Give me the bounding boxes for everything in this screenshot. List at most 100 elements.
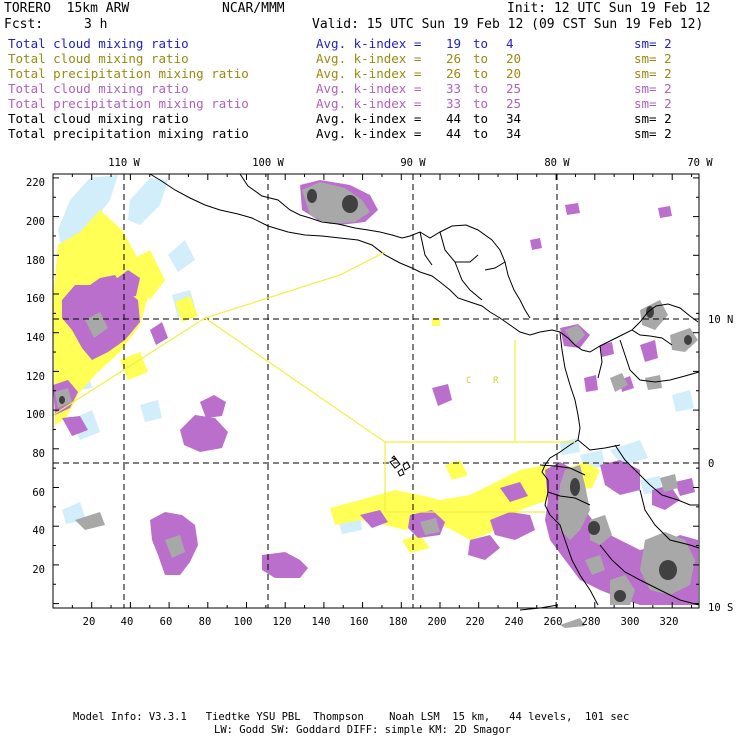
init-time: Init: 12 UTC Sun 19 Feb 12 xyxy=(507,1,711,16)
model-info-line2: LW: Godd SW: Goddard DIFF: simple KM: 2D… xyxy=(214,724,512,736)
legend-to: 25 xyxy=(506,81,522,96)
legend-index-label: Avg. k-index = xyxy=(316,81,422,96)
x-tick-label: 280 xyxy=(582,616,601,628)
legend-to-word: to xyxy=(473,81,489,96)
model-info-line1: Model Info: V3.3.1 Tiedtke YSU PBL Thomp… xyxy=(73,711,630,723)
legend-field: Total precipitation mixing ratio xyxy=(8,96,249,111)
legend-field: Total precipitation mixing ratio xyxy=(8,126,249,141)
legend-to: 25 xyxy=(506,96,522,111)
legend-to: 34 xyxy=(506,111,522,126)
y-tick-label: 60 xyxy=(32,487,45,499)
x-tick-label: 20 xyxy=(83,616,96,628)
y-tick-label: 160 xyxy=(26,293,45,305)
x-tick-label: 200 xyxy=(428,616,447,628)
legend-to-word: to xyxy=(473,36,489,51)
cloud-shading-gray xyxy=(55,182,698,628)
y-tick-label: 40 xyxy=(32,525,45,537)
legend-smoothing: sm= 2 xyxy=(634,126,672,141)
legend-smoothing: sm= 2 xyxy=(634,51,672,66)
legend-field: Total cloud mixing ratio xyxy=(8,81,189,96)
legend-smoothing: sm= 2 xyxy=(634,81,672,96)
y-tick-label: 120 xyxy=(26,371,45,383)
legend-row: Total precipitation mixing ratio Avg. k-… xyxy=(0,96,740,111)
legend-from: 33 xyxy=(446,81,462,96)
y-tick-label: 20 xyxy=(32,564,45,576)
legend-smoothing: sm= 2 xyxy=(634,96,672,111)
model-title: TORERO 15km ARW xyxy=(4,1,130,16)
legend-row: Total cloud mixing ratio Avg. k-index = … xyxy=(0,36,740,51)
legend-to: 4 xyxy=(506,36,514,51)
x-tick-label: 180 xyxy=(389,616,408,628)
x-axis-labels: 20 40 60 80 100 120 140 160 180 200 220 … xyxy=(83,616,679,628)
x-tick-label: 40 xyxy=(121,616,134,628)
region-label: C xyxy=(466,376,471,386)
legend-row: Total cloud mixing ratio Avg. k-index = … xyxy=(0,51,740,66)
coastlines xyxy=(149,173,700,611)
tick-marks xyxy=(52,174,699,608)
x-tick-label: 120 xyxy=(273,616,292,628)
legend-row: Total precipitation mixing ratio Avg. k-… xyxy=(0,66,740,81)
y-axis-labels: 220 200 180 160 140 120 100 80 60 40 20 xyxy=(26,177,45,576)
lon-label: 100 W xyxy=(252,157,284,169)
forecast-map: 110 W 100 W 90 W 80 W 70 W xyxy=(26,157,733,628)
lon-label: 70 W xyxy=(687,157,713,169)
y-tick-label: 100 xyxy=(26,409,45,421)
legend-row: Total cloud mixing ratio Avg. k-index = … xyxy=(0,111,740,126)
x-tick-label: 240 xyxy=(505,616,524,628)
legend-from: 19 xyxy=(446,36,462,51)
x-tick-label: 100 xyxy=(234,616,253,628)
lon-label: 80 W xyxy=(544,157,570,169)
cloud-shading-light-blue xyxy=(58,175,694,534)
legend-field: Total cloud mixing ratio xyxy=(8,36,189,51)
x-tick-label: 160 xyxy=(350,616,369,628)
lat-label: 10 S xyxy=(708,602,733,614)
legend-from: 44 xyxy=(446,111,462,126)
legend-row: Total cloud mixing ratio Avg. k-index = … xyxy=(0,81,740,96)
legend-field: Total precipitation mixing ratio xyxy=(8,66,249,81)
lon-label: 90 W xyxy=(400,157,426,169)
legend-index-label: Avg. k-index = xyxy=(316,36,422,51)
x-tick-label: 320 xyxy=(660,616,679,628)
y-tick-label: 140 xyxy=(26,332,45,344)
legend-to-word: to xyxy=(473,66,489,81)
center-name: NCAR/MMM xyxy=(222,1,285,16)
legend-to: 20 xyxy=(506,66,522,81)
forecast-hour: 3 h xyxy=(84,17,108,32)
legend-smoothing: sm= 2 xyxy=(634,36,672,51)
legend-smoothing: sm= 2 xyxy=(634,66,672,81)
region-boundary xyxy=(52,251,575,513)
legend-index-label: Avg. k-index = xyxy=(316,111,422,126)
legend-index-label: Avg. k-index = xyxy=(316,51,422,66)
x-tick-label: 60 xyxy=(160,616,173,628)
legend-to: 20 xyxy=(506,51,522,66)
lat-label: 0 xyxy=(708,458,714,470)
legend-from: 44 xyxy=(446,126,462,141)
y-tick-label: 220 xyxy=(26,177,45,189)
legend-to-word: to xyxy=(473,51,489,66)
legend-to-word: to xyxy=(473,96,489,111)
lat-label: 10 N xyxy=(708,314,733,326)
cloud-shading-yellow xyxy=(53,210,600,553)
x-tick-label: 80 xyxy=(199,616,212,628)
lon-label: 110 W xyxy=(108,157,140,169)
cloud-shading-dark xyxy=(59,189,692,602)
forecast-label: Fcst: xyxy=(4,17,44,32)
y-tick-label: 200 xyxy=(26,216,45,228)
legend-to-word: to xyxy=(473,111,489,126)
legend-field: Total cloud mixing ratio xyxy=(8,111,189,126)
lat-lon-grid xyxy=(53,174,699,608)
legend-from: 26 xyxy=(446,66,462,81)
legend-to: 34 xyxy=(506,126,522,141)
legend-row: Total precipitation mixing ratio Avg. k-… xyxy=(0,126,740,141)
legend-from: 26 xyxy=(446,51,462,66)
legend-from: 33 xyxy=(446,96,462,111)
legend-smoothing: sm= 2 xyxy=(634,111,672,126)
legend-field: Total cloud mixing ratio xyxy=(8,51,189,66)
legend-to-word: to xyxy=(473,126,489,141)
legend-index-label: Avg. k-index = xyxy=(316,66,422,81)
x-tick-label: 260 xyxy=(544,616,563,628)
y-tick-label: 180 xyxy=(26,255,45,267)
x-tick-label: 300 xyxy=(621,616,640,628)
legend-index-label: Avg. k-index = xyxy=(316,126,422,141)
x-tick-label: 220 xyxy=(466,616,485,628)
